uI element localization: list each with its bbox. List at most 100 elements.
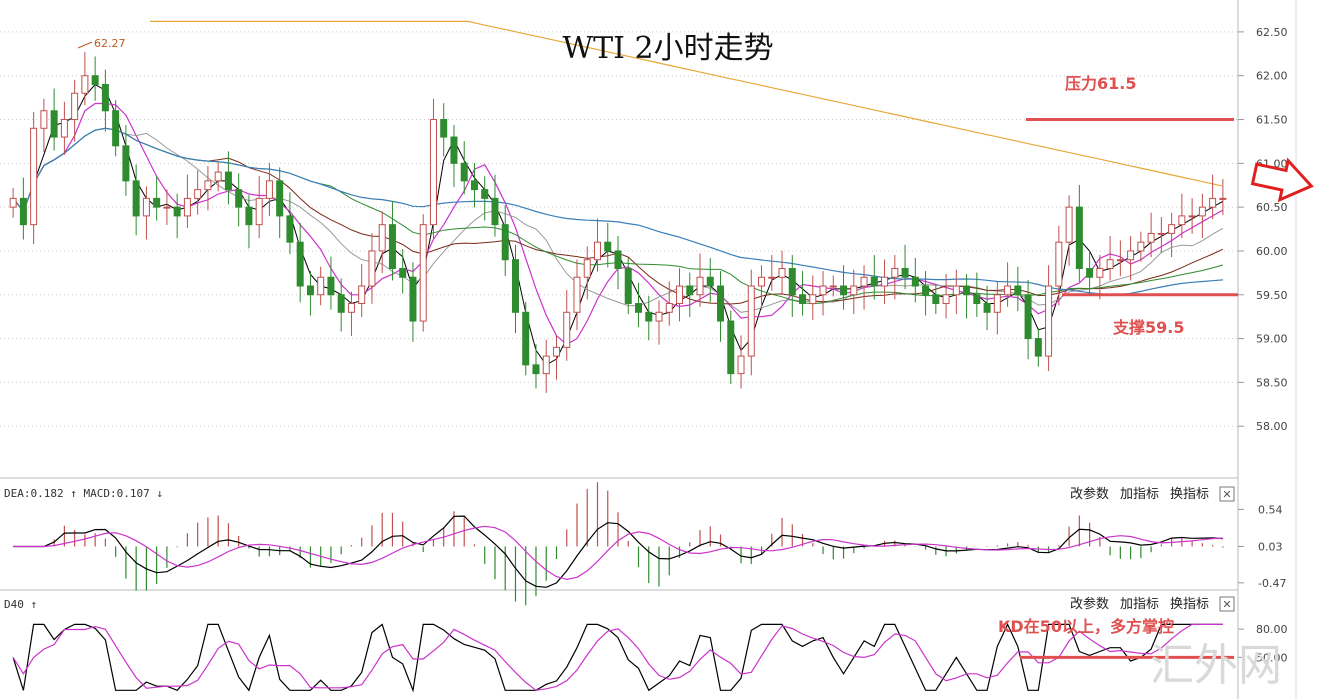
candle-body — [183, 197, 191, 217]
candle-body — [645, 311, 653, 322]
y-tick-label: 58.00 — [1256, 420, 1288, 433]
candle-body — [9, 197, 17, 208]
candle-body — [306, 285, 314, 296]
switch-indicator-button-kd[interactable]: 换指标 — [1170, 597, 1209, 612]
candle-body — [204, 180, 212, 191]
kd-note-label: KD在50以上，多方掌控 — [998, 617, 1174, 636]
candle-body — [768, 276, 776, 279]
candle-body — [1188, 215, 1196, 218]
y-tick-label: 59.50 — [1256, 289, 1288, 302]
candle-body — [706, 276, 714, 287]
candle-body — [860, 276, 868, 287]
candle-body — [614, 250, 622, 269]
candle-body — [932, 294, 940, 305]
candle-body — [491, 197, 499, 226]
candle-body — [265, 180, 273, 199]
candle-body — [245, 206, 253, 226]
candle-body — [122, 145, 130, 182]
candle-body — [532, 364, 540, 375]
resistance-label: 压力61.5 — [1065, 74, 1136, 93]
candle-body — [1096, 267, 1104, 278]
modify-params-button[interactable]: 改参数 — [1070, 486, 1109, 502]
close-icon[interactable]: ✕ — [1222, 488, 1231, 501]
candle-body — [1106, 259, 1114, 269]
y-tick-label: 61.50 — [1256, 114, 1288, 127]
candle-body — [460, 162, 468, 182]
candle-body — [593, 241, 601, 261]
close-icon-frame[interactable] — [1219, 486, 1235, 502]
switch-indicator-button[interactable]: 换指标 — [1170, 487, 1209, 502]
candle-body — [214, 171, 222, 182]
support-label: 支撑59.5 — [1112, 318, 1184, 337]
macd-panel: 0.54 0.03 -0.47 — [13, 482, 1286, 606]
ma-short-line — [12, 83, 1224, 366]
candle-body — [563, 311, 571, 348]
candle-body — [511, 259, 519, 313]
candle-body — [891, 267, 899, 278]
candle-body — [276, 180, 284, 217]
candle-body — [542, 355, 550, 375]
candle-body — [635, 303, 643, 313]
candle-body — [378, 224, 386, 252]
candle-body — [1004, 285, 1012, 296]
candle-body — [676, 285, 684, 305]
candle-body — [327, 276, 335, 296]
macd-dif-line — [13, 515, 1223, 588]
candle-body — [850, 285, 858, 296]
candle-body — [819, 285, 827, 296]
macd-dea-line — [13, 525, 1223, 581]
candle-body — [1157, 232, 1165, 235]
candle-body — [1086, 267, 1094, 278]
candle-body — [758, 276, 766, 287]
candle-body — [194, 189, 202, 199]
candle-body — [91, 75, 99, 85]
candle-body — [368, 250, 376, 287]
y-tick-label: 60.00 — [1256, 245, 1288, 258]
candle-body — [347, 303, 355, 313]
candle-body — [173, 206, 181, 217]
close-icon-frame-kd[interactable] — [1219, 596, 1235, 612]
candle-body — [963, 285, 971, 296]
candle-body — [112, 110, 120, 147]
candle-body — [399, 267, 407, 278]
candle-body — [132, 180, 140, 217]
macd-y-tick-label: -0.47 — [1258, 577, 1286, 590]
y-tick-label: 58.50 — [1256, 376, 1288, 389]
high-label: 62.27 — [94, 37, 126, 50]
candle-body — [942, 294, 950, 305]
kd-k-line — [12, 622, 1223, 693]
close-icon-kd[interactable]: ✕ — [1222, 598, 1231, 611]
high-pointer-icon — [77, 41, 93, 49]
candle-body — [450, 136, 458, 164]
candle-body — [501, 224, 509, 261]
candle-body — [255, 197, 263, 226]
ma-mid-line — [12, 102, 1224, 346]
kd-y-tick-label: 80.00 — [1256, 623, 1288, 636]
candle-body — [1147, 232, 1155, 243]
candle-body — [1045, 285, 1053, 357]
candle-body — [30, 127, 38, 226]
add-indicator-button[interactable]: 加指标 — [1120, 487, 1159, 502]
candle-body — [1219, 197, 1227, 200]
candle-body — [952, 285, 960, 296]
candle-body — [1137, 241, 1145, 252]
candle-body — [583, 259, 591, 278]
candle-body — [60, 119, 68, 138]
candle-body — [1168, 224, 1176, 234]
kd-panel: 80.00 50.00 — [12, 622, 1288, 693]
candle-body — [1075, 206, 1083, 269]
candle-body — [624, 267, 632, 305]
candle-body — [163, 206, 171, 209]
ma-blue-line — [12, 127, 1223, 296]
candle-body — [1034, 338, 1042, 357]
candle-body — [665, 303, 673, 313]
y-tick-label: 62.00 — [1256, 70, 1288, 83]
modify-params-button-kd[interactable]: 改参数 — [1070, 596, 1109, 612]
candle-body — [153, 197, 161, 208]
candle-body — [1116, 259, 1124, 262]
watermark: 汇外网 — [1150, 640, 1282, 691]
candle-body — [71, 92, 79, 121]
add-indicator-button-kd[interactable]: 加指标 — [1120, 597, 1159, 612]
candle-body — [19, 197, 27, 226]
